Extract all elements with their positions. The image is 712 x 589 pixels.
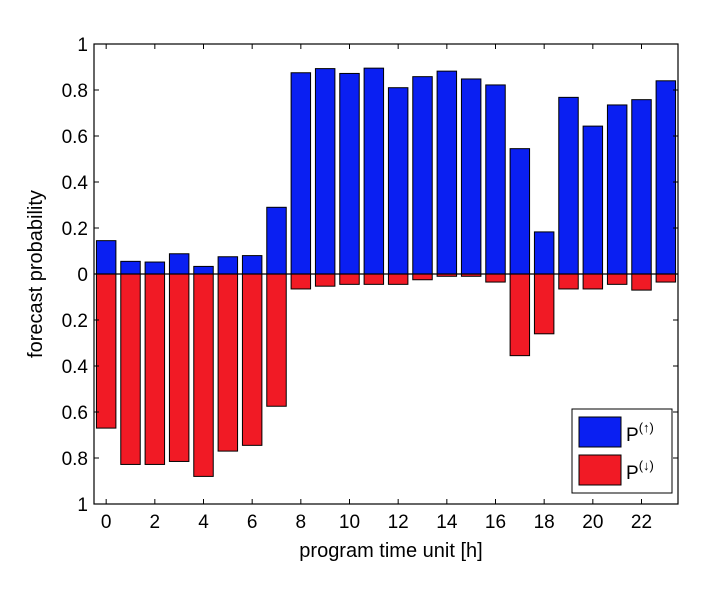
bar-up-4 [193,265,214,275]
bar-up-14 [436,70,458,275]
bar-up-15 [460,78,482,275]
bar-up-2 [144,261,166,275]
x-tick-label: 0 [101,512,112,533]
y-tick-label: 0.4 [62,173,89,194]
bar-down-22 [631,273,652,291]
bar-down-5 [217,273,239,452]
y-tick-label: 0.8 [62,449,88,470]
bar-up-22 [631,99,652,275]
x-tick-label: 4 [198,512,209,533]
legend-swatch-down [578,454,622,486]
y-tick-label: 1 [77,495,88,516]
x-tick-label: 2 [150,512,161,533]
bar-up-12 [387,87,409,275]
bar-down-6 [241,273,263,446]
bar-down-12 [387,273,409,285]
y-tick-label: 0.6 [62,127,88,148]
bar-up-21 [606,104,628,275]
x-tick-label: 12 [388,512,409,533]
bar-down-9 [314,273,336,287]
bar-down-7 [266,273,287,407]
bar-up-3 [168,253,190,275]
x-tick-label: 16 [485,512,506,533]
bar-up-13 [412,76,433,275]
bar-down-18 [533,273,555,335]
bar-up-18 [533,231,555,275]
x-tick-label: 6 [247,512,258,533]
bar-down-11 [363,273,385,285]
bar-down-0 [95,273,117,429]
y-tick-label: 0.2 [62,219,88,240]
bar-down-13 [412,273,433,281]
x-tick-label: 18 [534,512,555,533]
bar-up-19 [558,96,579,275]
bar-up-20 [582,125,604,275]
bar-down-19 [558,273,579,290]
y-tick-label: 0.2 [62,311,88,332]
bar-down-17 [509,273,531,357]
bar-down-8 [290,273,312,290]
y-tick-label: 0.8 [62,81,88,102]
bar-down-23 [655,273,677,283]
legend-label-up: P(↑) [626,420,654,446]
bar-up-9 [314,68,336,275]
bar-down-4 [193,273,214,477]
y-tick-label: 0 [77,265,88,286]
bar-up-23 [655,80,677,275]
legend: P(↑) P(↓) [571,408,673,494]
x-tick-label: 8 [296,512,307,533]
bar-up-17 [509,148,531,275]
legend-label-down: P(↓) [626,458,654,484]
bar-up-6 [241,255,263,275]
y-tick-label: 0.4 [62,357,89,378]
bar-up-8 [290,72,312,275]
y-axis-label: forecast probability [25,190,47,358]
x-axis-label: program time unit [h] [299,540,482,562]
bar-down-21 [606,273,628,285]
bar-down-1 [120,273,141,465]
bar-down-20 [582,273,604,290]
legend-swatch-up [578,416,622,448]
y-tick-label: 1 [77,35,88,56]
bars-layer [95,67,677,477]
bar-up-10 [339,72,360,275]
bar-up-0 [95,240,117,275]
y-tick-label: 0.6 [62,403,88,424]
x-tick-label: 22 [631,512,652,533]
bar-up-5 [217,256,239,275]
bar-up-11 [363,67,385,275]
x-tick-label: 20 [582,512,603,533]
bar-down-16 [485,273,506,283]
bar-up-16 [485,84,506,275]
bar-up-1 [120,260,141,275]
bar-up-7 [266,206,287,275]
bar-down-2 [144,273,166,465]
x-tick-label: 10 [339,512,360,533]
bar-down-3 [168,273,190,462]
x-tick-label: 14 [436,512,458,533]
bar-down-10 [339,273,360,285]
ticks-layer: 10.80.60.40.200.20.40.60.810 2 4 6 8 10 12 14 16… [62,35,678,533]
